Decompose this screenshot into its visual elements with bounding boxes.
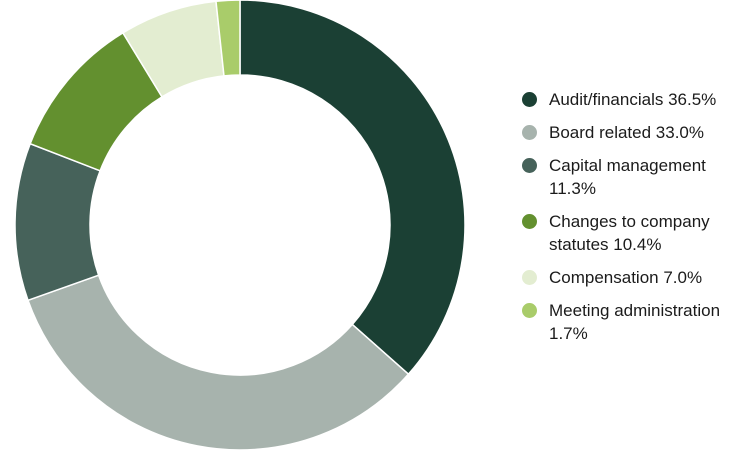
legend-item: Changes to company statutes 10.4%: [522, 210, 744, 256]
legend-item: Meeting administration 1.7%: [522, 299, 744, 345]
donut-slices: [14, 0, 466, 450]
legend-item: Board related 33.0%: [522, 121, 744, 144]
legend-label: Board related 33.0%: [549, 123, 704, 142]
legend-label: Compensation 7.0%: [549, 268, 703, 287]
legend-swatch: [522, 214, 537, 229]
legend-label: Changes to company statutes 10.4%: [549, 212, 710, 254]
legend-swatch: [522, 92, 537, 107]
chart-legend: Audit/financials 36.5% Board related 33.…: [522, 88, 744, 355]
legend-swatch: [522, 270, 537, 285]
legend-swatch: [522, 303, 537, 318]
donut-slice-1: [27, 274, 410, 450]
legend-label: Meeting administration 1.7%: [549, 301, 721, 343]
donut-slice-5: [215, 0, 241, 77]
donut-slice-2: [14, 142, 102, 302]
legend-swatch: [522, 125, 537, 140]
donut-slice-0: [239, 0, 466, 376]
legend-item: Compensation 7.0%: [522, 266, 744, 289]
legend-item: Capital management 11.3%: [522, 154, 744, 200]
legend-swatch: [522, 158, 537, 173]
legend-label: Audit/financials 36.5%: [549, 90, 717, 109]
legend-item: Audit/financials 36.5%: [522, 88, 744, 111]
legend-label: Capital management 11.3%: [549, 156, 706, 198]
donut-chart: [14, 0, 466, 450]
